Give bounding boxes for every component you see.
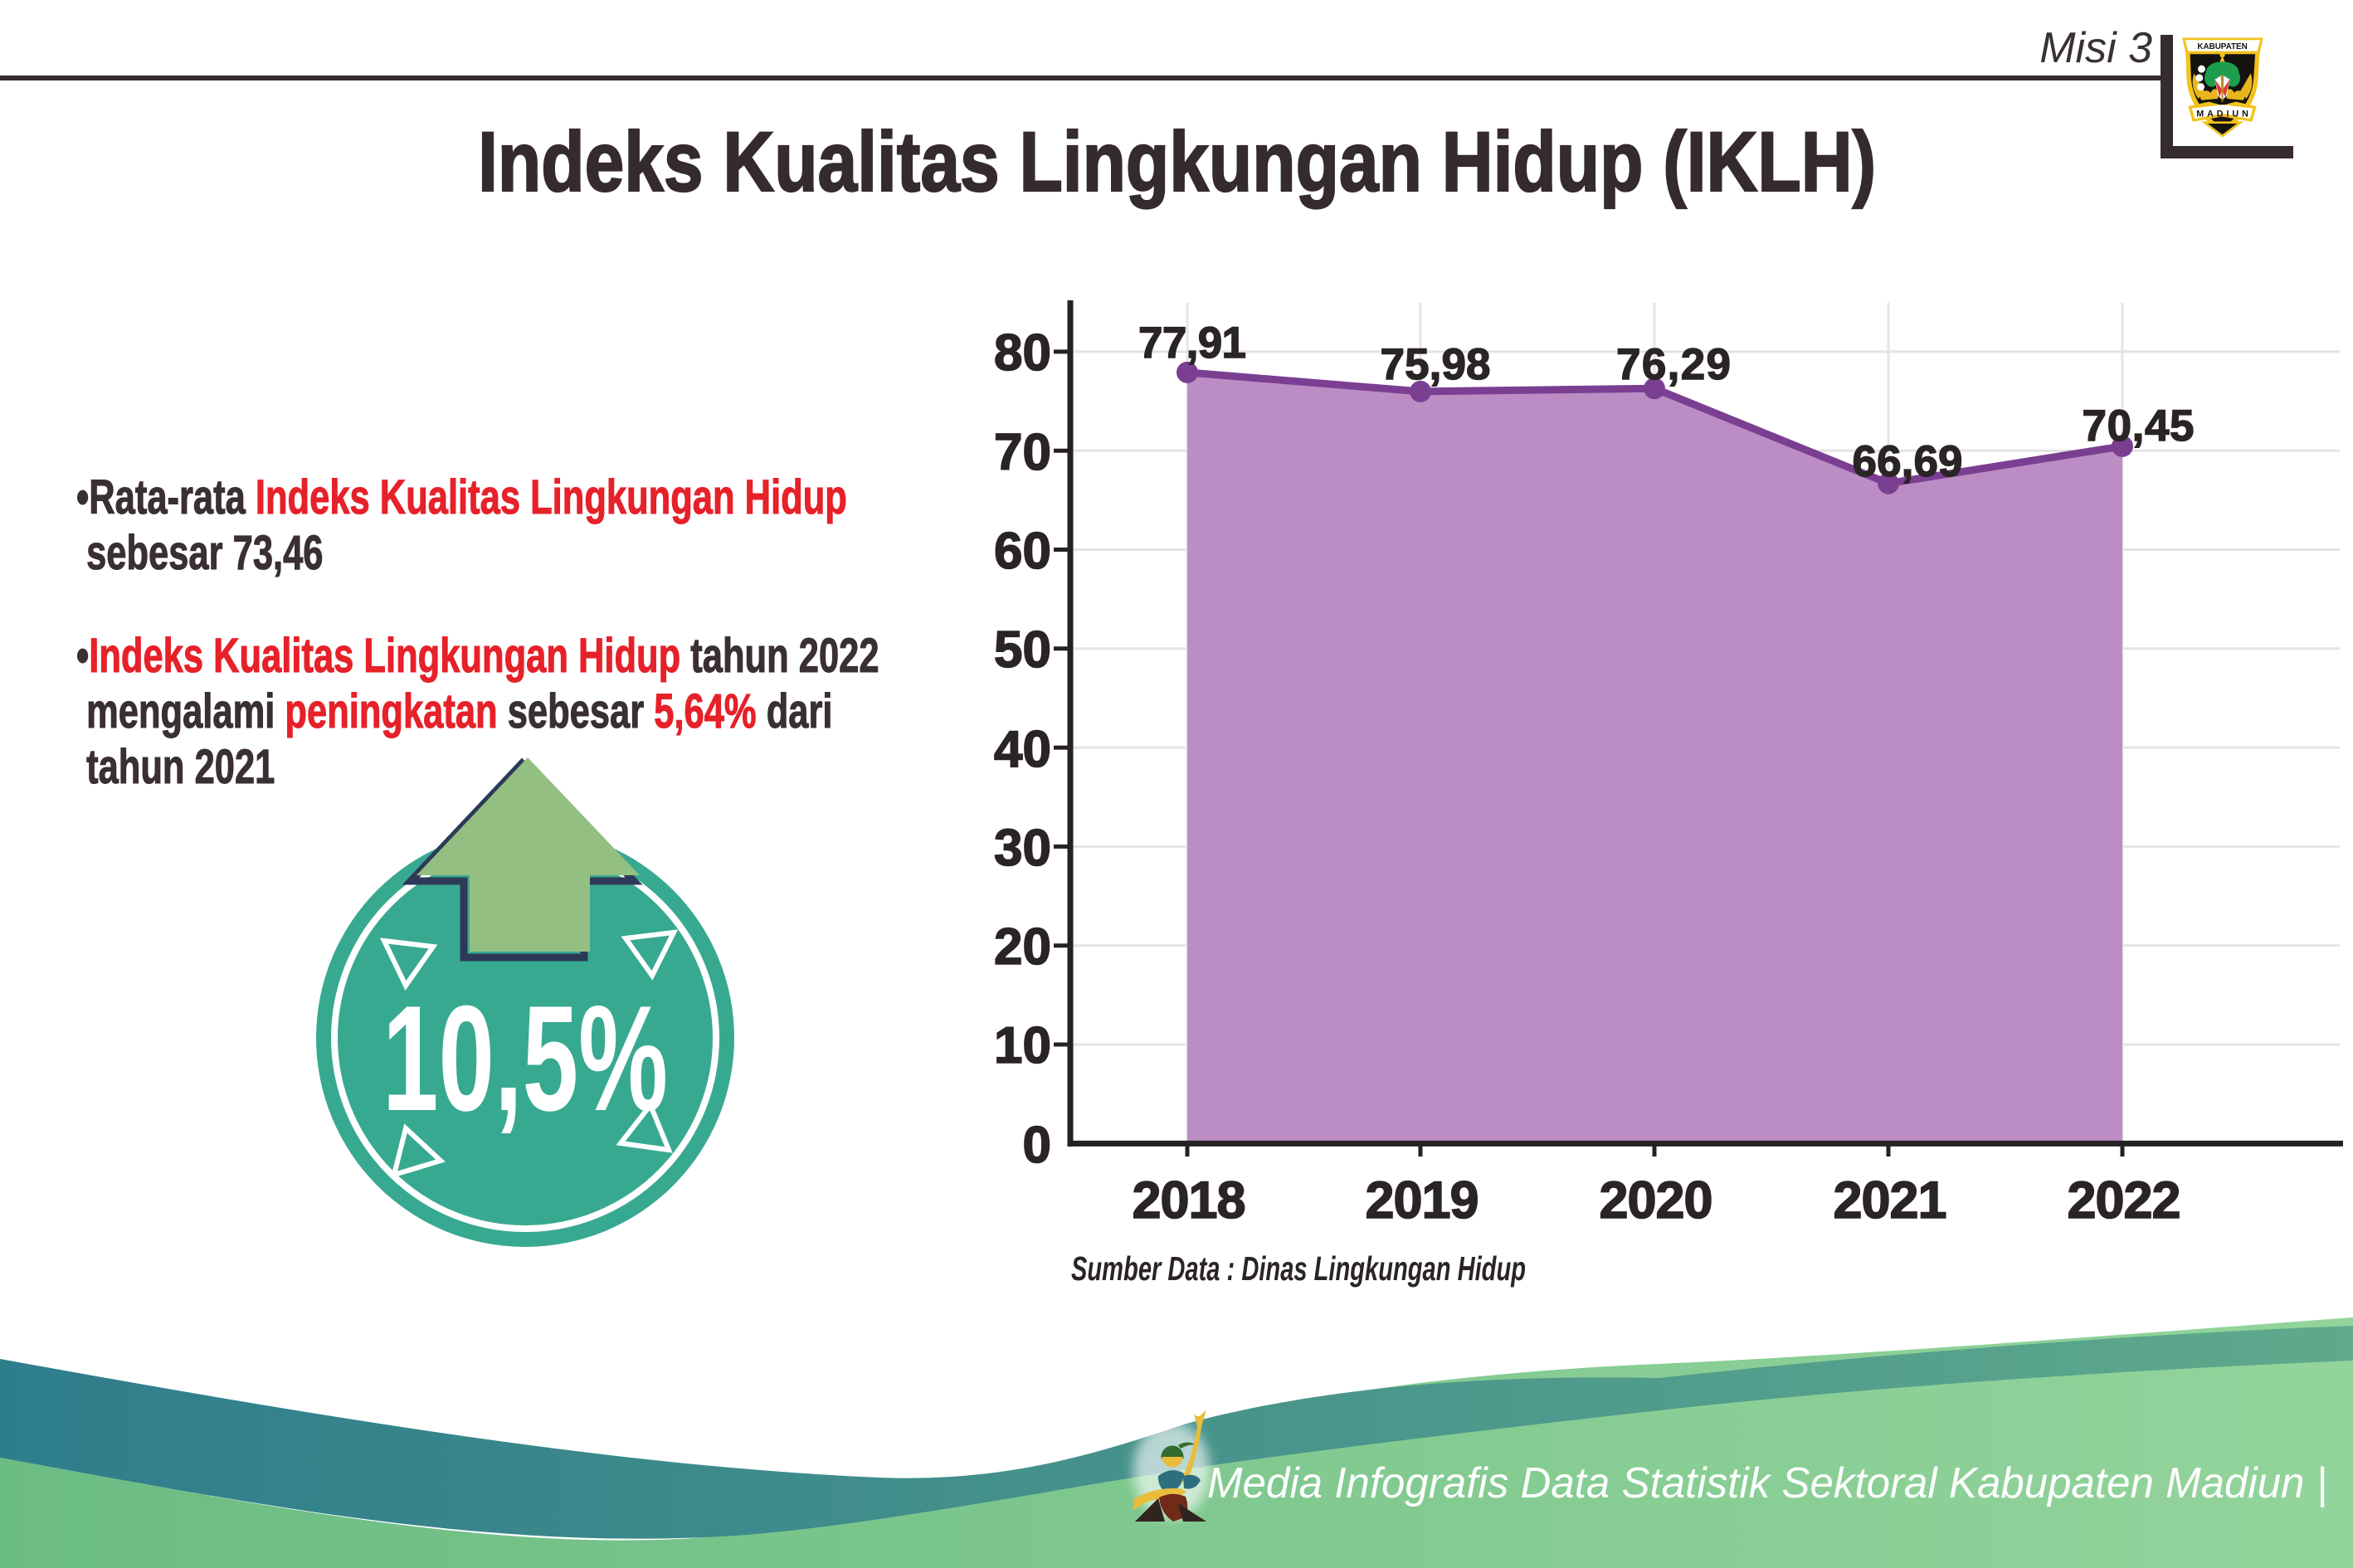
svg-text:40: 40 [994,721,1051,778]
svg-text:2021: 2021 [1834,1171,1947,1230]
svg-text:75,98: 75,98 [1381,340,1491,389]
svg-text:30: 30 [994,820,1051,877]
svg-text:60: 60 [994,523,1051,580]
svg-text:0: 0 [1023,1117,1051,1174]
svg-text:2018: 2018 [1133,1171,1246,1230]
svg-text:70: 70 [994,424,1051,481]
svg-text:10,5%: 10,5% [382,975,668,1142]
svg-text:76,29: 76,29 [1616,340,1731,389]
svg-text:MADIUN: MADIUN [2196,109,2248,119]
svg-text:50: 50 [994,621,1051,679]
svg-text:10: 10 [994,1017,1051,1074]
svg-text:Media Infografis Data Statisti: Media Infografis Data Statistik Sektoral… [1207,1459,2327,1507]
svg-text:20: 20 [994,918,1051,976]
svg-text:2022: 2022 [2068,1171,2181,1230]
svg-text:2019: 2019 [1366,1171,1479,1230]
svg-text:80: 80 [994,324,1051,382]
svg-text:2020: 2020 [1600,1171,1713,1230]
svg-text:66,69: 66,69 [1853,437,1963,486]
svg-text:77,91: 77,91 [1138,319,1246,368]
svg-text:Sumber Data : Dinas Lingkungan: Sumber Data : Dinas Lingkungan Hidup [1071,1249,1526,1288]
svg-text:70,45: 70,45 [2083,402,2195,450]
svg-text:KABUPATEN: KABUPATEN [2197,42,2247,51]
